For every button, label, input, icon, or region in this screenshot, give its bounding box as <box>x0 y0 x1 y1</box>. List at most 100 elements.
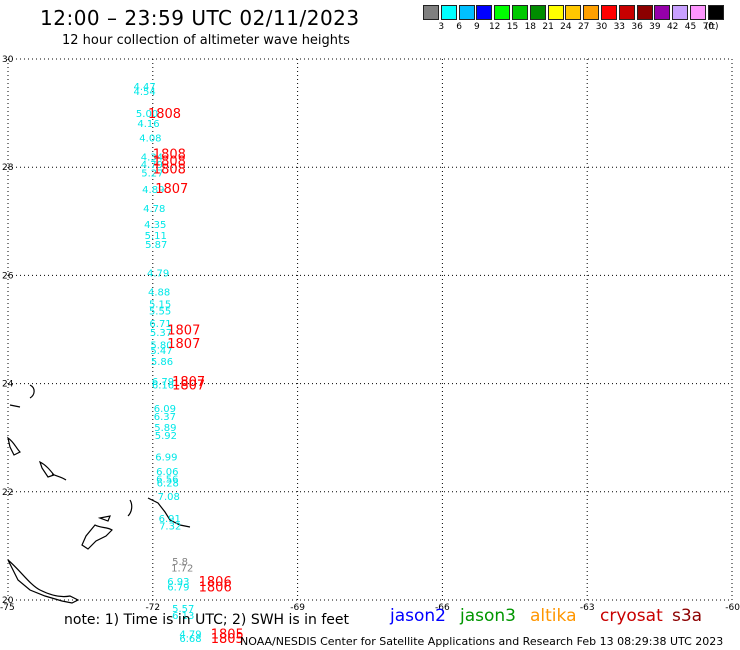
island-outline <box>9 404 21 408</box>
color-legend-label: 30 <box>595 22 608 32</box>
island-outline <box>7 559 80 604</box>
wave-height-label: 4.79 <box>141 160 163 171</box>
pass-time-label: 1808 <box>153 162 186 177</box>
wave-height-label: 6.68 <box>179 634 201 645</box>
chart-title: 12:00 – 23:59 UTC 02/11/2023 <box>40 6 360 30</box>
wave-height-label: 5.47 <box>150 346 172 357</box>
color-legend-label: 9 <box>474 22 480 32</box>
wave-height-label: 7.08 <box>158 492 180 503</box>
wave-height-label: 4.79 <box>179 630 201 641</box>
island-outline <box>51 473 67 481</box>
color-legend-label: 3 <box>438 22 445 32</box>
color-legend-label: 6 <box>456 22 462 32</box>
wave-height-label: 6.09 <box>154 404 176 415</box>
pass-time-label: 1807 <box>172 379 205 394</box>
wave-height-label: 5.87 <box>145 240 167 251</box>
color-legend-label: 24 <box>560 22 572 32</box>
wave-height-label: 6.91 <box>159 514 181 525</box>
color-swatch <box>654 5 671 20</box>
color-legend-label: 27 <box>577 22 590 32</box>
wave-height-label: 6.71 <box>149 319 171 330</box>
island-outline <box>127 499 133 517</box>
wave-height-label: 4.08 <box>139 133 161 144</box>
color-legend-label: 12 <box>488 22 501 32</box>
sat-legend-altika: altika <box>530 606 577 626</box>
lat-tick-label: 28 <box>2 163 14 173</box>
color-swatch <box>423 5 439 20</box>
color-swatch <box>494 5 511 20</box>
color-swatch <box>512 5 528 20</box>
lon-tick-label: -63 <box>580 603 595 613</box>
wave-height-label: 4.16 <box>137 119 159 130</box>
wave-height-label: 5.80 <box>150 341 172 352</box>
color-swatch <box>618 5 635 20</box>
wave-height-label: 4.35 <box>144 220 166 231</box>
color-swatch <box>672 5 689 20</box>
wave-height-label: 4.54 <box>133 87 155 98</box>
wave-height-label: 6.79 <box>152 377 174 388</box>
pass-time-labels: 1808180818081808180718071807180718071806… <box>148 107 244 647</box>
island-outline <box>97 515 111 522</box>
pass-time-label: 1807 <box>167 324 200 339</box>
wave-height-label: 6.13 <box>172 611 194 622</box>
wave-height-label: 5.92 <box>155 431 177 442</box>
pass-time-label: 1808 <box>148 107 181 122</box>
wave-height-label: 6.79 <box>167 582 189 593</box>
pass-time-label: 1808 <box>153 148 186 163</box>
color-swatch <box>458 5 475 20</box>
wave-height-label: 4.79 <box>147 269 169 280</box>
lat-tick-label: 30 <box>2 55 14 65</box>
wave-height-label: 5.86 <box>151 357 173 368</box>
wave-height-label: 7.32 <box>159 521 181 532</box>
color-legend-label: 42 <box>666 22 679 32</box>
wave-height-label: 1.72 <box>171 564 193 575</box>
note-text: note: 1) Time is in UTC; 2) SWH is in fe… <box>64 612 350 628</box>
wave-height-label: 4.47 <box>133 82 155 93</box>
chart-subtitle: 12 hour collection of altimeter wave hei… <box>62 33 350 48</box>
wave-height-label: 6.99 <box>155 453 177 464</box>
pass-time-label: 1808 <box>153 155 186 170</box>
color-swatch <box>583 5 600 20</box>
sat-legend-jason2: jason2 <box>390 606 446 626</box>
footer-credit: NOAA/NESDIS Center for Satellite Applica… <box>240 635 724 648</box>
color-swatch <box>565 5 582 20</box>
color-swatch <box>690 5 706 20</box>
wave-height-label: 5.8 <box>172 557 188 568</box>
wave-height-label: 6.93 <box>167 577 189 588</box>
wave-height-label: 6.37 <box>154 412 176 423</box>
color-legend-label: 36 <box>631 22 643 32</box>
island-outline <box>81 524 113 550</box>
wave-height-label: 6.28 <box>157 479 179 490</box>
wave-height-label: 6.16 <box>152 381 174 392</box>
pass-time-label: 1806 <box>199 580 232 595</box>
color-legend-label: 33 <box>613 22 626 32</box>
island-outline <box>29 384 35 399</box>
lat-tick-label: 26 <box>2 271 14 281</box>
wave-height-label: 4.78 <box>143 204 165 215</box>
sat-legend-jason3: jason3 <box>460 606 516 626</box>
pass-time-label: 1807 <box>167 337 200 352</box>
island-outline <box>7 436 22 456</box>
color-legend-label: 15 <box>506 22 519 32</box>
color-legend-label: 70 <box>702 22 715 32</box>
island-outline <box>147 497 191 528</box>
wave-height-label: 5.57 <box>172 604 194 615</box>
color-swatch <box>440 5 457 20</box>
color-legend-unit: (ft) <box>705 22 719 32</box>
color-swatch <box>601 5 617 20</box>
wave-height-labels: 4.474.545.004.164.084.344.795.274.894.78… <box>133 82 201 645</box>
color-legend-label: 18 <box>524 22 537 32</box>
color-swatch <box>636 5 653 20</box>
color-swatch <box>529 5 546 20</box>
color-legend-label: 45 <box>684 22 697 32</box>
lon-tick-label: -72 <box>145 603 160 613</box>
pass-time-label: 1807 <box>172 375 205 390</box>
wave-height-label: 5.37 <box>150 328 172 339</box>
color-swatch <box>707 5 724 20</box>
color-legend-label: 21 <box>542 22 554 32</box>
wave-height-label: 5.00 <box>136 109 158 120</box>
wave-height-label: 4.88 <box>148 288 170 299</box>
wave-height-label: 5.55 <box>149 307 171 318</box>
island-outline <box>38 460 56 478</box>
